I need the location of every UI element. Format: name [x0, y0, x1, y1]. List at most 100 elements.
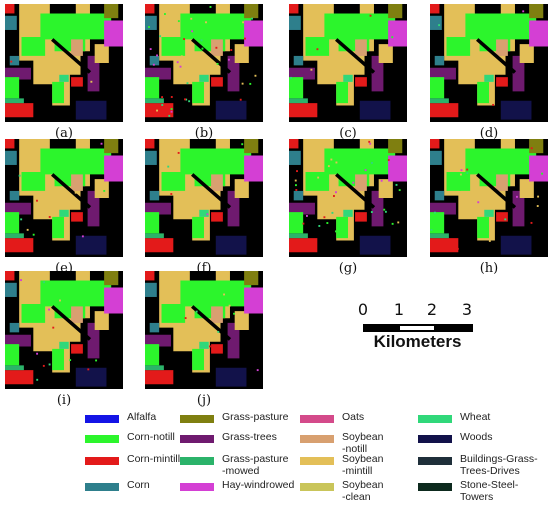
noise-pixel — [159, 35, 162, 38]
scale-tick: 1 — [393, 300, 405, 319]
noise-pixel — [228, 304, 231, 307]
noise-pixel — [541, 172, 544, 175]
noise-pixel — [391, 36, 394, 39]
class-region — [500, 235, 532, 255]
noise-pixel — [43, 281, 46, 284]
noise-pixel — [188, 100, 191, 103]
map-panel-f: (f) — [145, 139, 263, 276]
noise-pixel — [396, 32, 399, 35]
class-region — [161, 304, 186, 323]
class-region — [244, 139, 259, 154]
class-region — [529, 4, 544, 19]
class-region — [145, 365, 164, 371]
legend-swatch — [300, 483, 334, 491]
noise-pixel — [170, 108, 173, 110]
class-region — [324, 13, 396, 52]
class-region — [145, 233, 164, 239]
class-region — [40, 13, 112, 52]
noise-pixel — [48, 363, 51, 366]
noise-pixel — [103, 189, 106, 192]
class-region — [305, 37, 330, 56]
legend-label: Grass-pasture — [222, 411, 289, 423]
noise-pixel — [290, 76, 292, 79]
class-region — [484, 209, 494, 217]
noise-pixel — [335, 161, 338, 164]
classification-map — [145, 139, 263, 257]
class-region — [145, 98, 164, 104]
legend: Alfalfa Corn-notill Corn-mintill Corn Grass-… — [85, 411, 545, 507]
noise-pixel — [52, 326, 55, 329]
noise-pixel — [95, 359, 98, 362]
class-region — [145, 212, 160, 234]
class-region — [87, 322, 100, 359]
class-region — [145, 238, 174, 253]
class-region — [192, 216, 204, 239]
class-region — [5, 139, 15, 149]
noise-pixel — [10, 60, 13, 63]
map-panel-j: (j) — [145, 271, 263, 408]
noise-pixel — [170, 110, 173, 113]
noise-pixel — [59, 299, 61, 302]
class-region — [59, 209, 69, 217]
class-region — [289, 238, 318, 253]
noise-pixel — [398, 189, 401, 192]
legend-swatch — [418, 483, 452, 491]
class-region — [5, 233, 24, 239]
class-region — [5, 15, 17, 30]
class-region — [430, 103, 459, 118]
class-region — [145, 202, 171, 215]
road-line — [191, 305, 232, 341]
class-region — [104, 20, 123, 47]
class-region — [211, 344, 223, 354]
panel-caption: (g) — [338, 261, 358, 276]
class-region — [145, 77, 160, 99]
class-region — [434, 190, 445, 201]
class-region — [5, 238, 34, 253]
class-region — [355, 174, 367, 191]
noise-pixel — [380, 179, 383, 182]
class-region — [244, 20, 263, 47]
noise-pixel — [36, 378, 39, 381]
class-region — [227, 322, 240, 359]
classification-map — [5, 271, 123, 389]
noise-pixel — [327, 165, 330, 168]
legend-swatch — [180, 457, 214, 465]
legend-label: Alfalfa — [127, 411, 157, 423]
road-line — [51, 173, 92, 209]
class-region — [388, 4, 403, 19]
class-region — [359, 235, 391, 255]
legend-swatch — [85, 457, 119, 465]
classification-map — [145, 271, 263, 389]
noise-pixel — [254, 74, 257, 77]
class-region — [289, 4, 299, 14]
noise-pixel — [185, 98, 188, 101]
legend-label: Soybean -notill — [342, 431, 384, 455]
noise-pixel — [100, 142, 103, 145]
noise-pixel — [184, 98, 186, 101]
class-region — [215, 235, 247, 255]
class-region — [94, 179, 109, 198]
noise-pixel — [18, 174, 21, 177]
class-region — [71, 39, 83, 56]
class-region — [199, 341, 209, 349]
road-line — [191, 38, 232, 74]
road-line — [51, 38, 92, 74]
class-region — [5, 271, 15, 281]
classification-map — [5, 4, 123, 122]
class-region — [430, 233, 449, 239]
class-region — [75, 235, 107, 255]
noise-pixel — [430, 229, 433, 231]
class-region — [145, 334, 171, 347]
class-region — [5, 103, 34, 118]
class-region — [529, 155, 548, 182]
noise-pixel — [456, 247, 459, 250]
legend-label: Corn-mintill — [127, 453, 181, 465]
class-region — [305, 172, 330, 191]
class-region — [9, 190, 20, 201]
map-panel-h: (h) — [430, 139, 548, 276]
class-region — [59, 341, 69, 349]
noise-pixel — [296, 170, 298, 173]
class-region — [40, 148, 112, 187]
scale-bar-graphic — [363, 324, 473, 332]
class-region — [145, 139, 155, 149]
